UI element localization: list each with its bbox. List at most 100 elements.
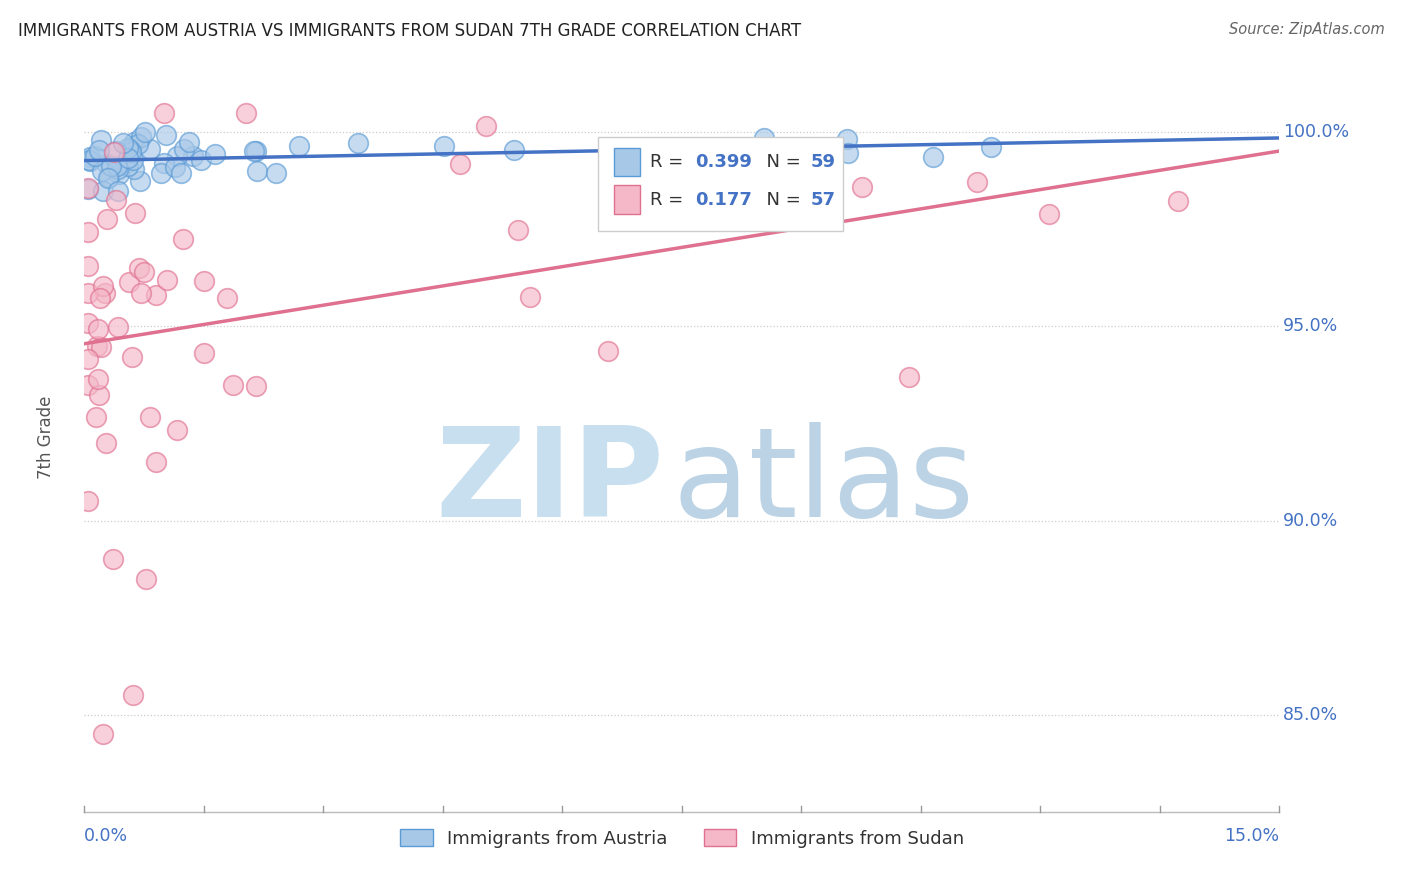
Point: [107, 319, 129, 334]
Point: [87, 388, 110, 402]
Point: [235, 106, 257, 120]
Text: 85.0%: 85.0%: [1284, 706, 1339, 723]
Point: [91, 184, 114, 198]
Point: [90, 340, 112, 354]
Point: [77, 182, 100, 196]
Point: [172, 232, 194, 246]
Point: [114, 156, 136, 170]
Point: [117, 141, 139, 155]
Point: [758, 142, 780, 156]
Point: [86, 339, 108, 353]
Point: [433, 139, 456, 153]
Text: N =: N =: [755, 191, 806, 209]
Text: IMMIGRANTS FROM AUSTRIA VS IMMIGRANTS FROM SUDAN 7TH GRADE CORRELATION CHART: IMMIGRANTS FROM AUSTRIA VS IMMIGRANTS FR…: [18, 22, 801, 40]
Point: [474, 119, 496, 133]
Point: [77, 316, 100, 330]
Point: [1038, 207, 1060, 221]
Point: [84, 409, 107, 424]
Point: [77, 494, 100, 508]
Point: [166, 148, 188, 162]
Point: [243, 144, 266, 158]
Point: [449, 157, 471, 171]
Point: [104, 193, 127, 207]
Point: [96, 157, 118, 171]
Point: [121, 153, 143, 167]
Point: [150, 166, 173, 180]
Point: [87, 143, 110, 157]
Point: [77, 260, 100, 274]
Point: [107, 167, 129, 181]
Point: [193, 346, 215, 360]
Point: [1167, 194, 1189, 209]
Point: [132, 265, 155, 279]
Point: [173, 142, 195, 156]
Text: R =: R =: [650, 153, 689, 171]
Point: [111, 136, 134, 150]
Point: [145, 455, 167, 469]
Point: [96, 170, 118, 185]
Text: ZIP: ZIP: [436, 422, 664, 542]
Text: atlas: atlas: [672, 422, 974, 542]
Point: [107, 184, 129, 198]
Point: [266, 166, 288, 180]
Point: [222, 378, 245, 392]
Point: [603, 160, 626, 174]
Point: [100, 159, 122, 173]
Text: R =: R =: [650, 191, 689, 209]
Point: [107, 161, 129, 176]
Point: [245, 144, 267, 158]
Text: 0.0%: 0.0%: [84, 827, 128, 846]
Point: [170, 166, 193, 180]
Text: 90.0%: 90.0%: [1284, 511, 1339, 530]
Point: [124, 206, 146, 220]
Point: [519, 290, 541, 304]
Point: [508, 223, 530, 237]
Point: [179, 135, 201, 149]
Point: [152, 156, 174, 170]
Point: [79, 150, 101, 164]
Text: N =: N =: [755, 153, 806, 171]
Point: [94, 286, 117, 301]
Point: [153, 106, 176, 120]
Point: [97, 169, 120, 184]
Point: [145, 288, 167, 302]
Point: [91, 727, 114, 741]
Point: [837, 146, 859, 161]
Point: [139, 142, 162, 156]
Point: [89, 291, 111, 305]
Point: [155, 128, 177, 142]
Point: [103, 145, 125, 159]
FancyBboxPatch shape: [599, 137, 844, 231]
Point: [77, 225, 100, 239]
Point: [121, 350, 143, 364]
Point: [139, 409, 162, 424]
Point: [181, 149, 204, 163]
Point: [922, 150, 945, 164]
Point: [215, 291, 238, 305]
Point: [122, 161, 145, 176]
Text: 100.0%: 100.0%: [1284, 123, 1350, 141]
Point: [77, 181, 100, 195]
Point: [90, 163, 112, 178]
Point: [245, 379, 267, 393]
Point: [122, 135, 145, 149]
Point: [103, 552, 125, 566]
Point: [131, 130, 153, 145]
Point: [120, 145, 142, 160]
Point: [980, 139, 1002, 153]
Point: [709, 176, 731, 190]
Point: [165, 160, 187, 174]
Point: [966, 175, 988, 189]
Point: [118, 275, 141, 289]
Legend: Immigrants from Austria, Immigrants from Sudan: Immigrants from Austria, Immigrants from…: [392, 822, 972, 855]
Text: 0.399: 0.399: [695, 153, 752, 171]
Bar: [614, 148, 640, 177]
Text: 0.177: 0.177: [695, 191, 752, 209]
Point: [246, 164, 269, 178]
Point: [156, 273, 179, 287]
Point: [288, 139, 311, 153]
Point: [193, 274, 215, 288]
Point: [79, 153, 101, 168]
Point: [128, 261, 150, 276]
Point: [135, 572, 157, 586]
